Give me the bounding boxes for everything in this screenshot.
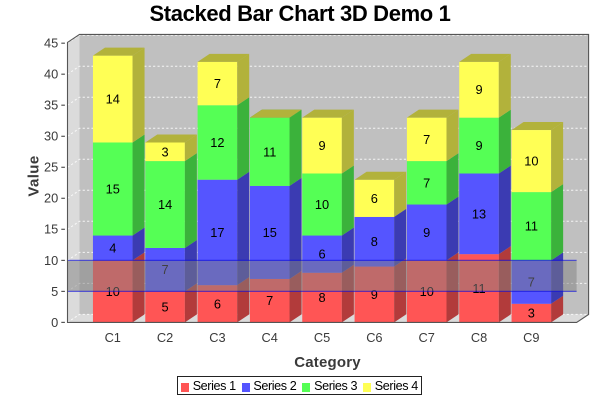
svg-text:25: 25 (44, 160, 58, 175)
svg-text:C3: C3 (209, 330, 225, 345)
svg-text:4: 4 (109, 240, 116, 255)
svg-text:C4: C4 (262, 330, 278, 345)
svg-text:10: 10 (44, 253, 58, 268)
svg-text:15: 15 (44, 222, 58, 237)
svg-text:C8: C8 (471, 330, 487, 345)
svg-text:17: 17 (210, 225, 224, 240)
svg-text:7: 7 (423, 132, 430, 147)
svg-text:6: 6 (318, 247, 325, 262)
svg-text:15: 15 (106, 182, 120, 197)
svg-text:8: 8 (371, 234, 378, 249)
svg-text:40: 40 (44, 67, 58, 82)
svg-text:9: 9 (475, 82, 482, 97)
svg-text:0: 0 (51, 315, 58, 330)
svg-text:9: 9 (423, 225, 430, 240)
svg-text:C1: C1 (105, 330, 121, 345)
svg-text:35: 35 (44, 98, 58, 113)
svg-text:13: 13 (472, 206, 486, 221)
svg-text:6: 6 (371, 191, 378, 206)
svg-text:10: 10 (315, 197, 329, 212)
svg-text:12: 12 (210, 135, 224, 150)
svg-text:3: 3 (528, 306, 535, 321)
svg-text:11: 11 (525, 219, 538, 234)
svg-text:45: 45 (44, 36, 58, 51)
svg-text:20: 20 (44, 191, 58, 206)
svg-text:15: 15 (263, 225, 277, 240)
svg-text:7: 7 (214, 76, 221, 91)
svg-text:C2: C2 (157, 330, 173, 345)
svg-text:5: 5 (162, 299, 169, 314)
svg-text:9: 9 (371, 287, 378, 302)
svg-text:5: 5 (51, 284, 58, 299)
svg-text:3: 3 (162, 144, 169, 159)
svg-text:6: 6 (214, 296, 221, 311)
svg-text:30: 30 (44, 129, 58, 144)
svg-text:C6: C6 (366, 330, 382, 345)
svg-text:11: 11 (263, 144, 276, 159)
svg-text:7: 7 (423, 175, 430, 190)
svg-text:C7: C7 (419, 330, 435, 345)
svg-text:14: 14 (106, 92, 120, 107)
svg-text:C5: C5 (314, 330, 330, 345)
svg-text:8: 8 (318, 290, 325, 305)
svg-text:C9: C9 (523, 330, 539, 345)
svg-text:14: 14 (158, 197, 172, 212)
svg-text:9: 9 (318, 138, 325, 153)
svg-text:7: 7 (266, 293, 273, 308)
svg-text:9: 9 (475, 138, 482, 153)
svg-text:10: 10 (524, 154, 538, 169)
